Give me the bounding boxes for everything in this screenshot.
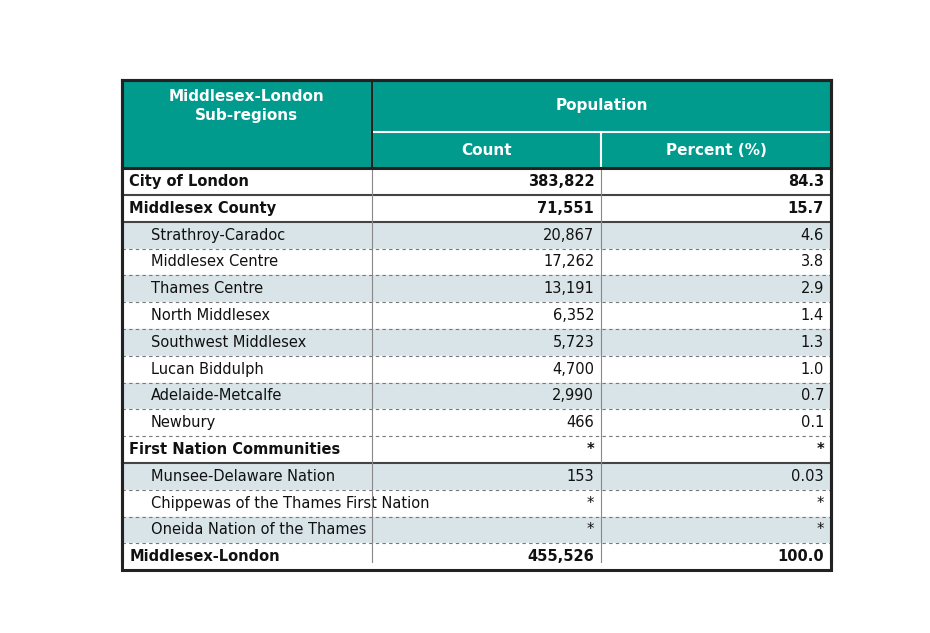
Text: First Nation Communities: First Nation Communities bbox=[129, 442, 340, 457]
Text: Chippewas of the Thames First Nation: Chippewas of the Thames First Nation bbox=[151, 496, 430, 511]
Bar bbox=[602, 329, 831, 356]
Text: *: * bbox=[817, 522, 824, 537]
Text: City of London: City of London bbox=[129, 174, 249, 189]
Bar bbox=[372, 302, 602, 329]
Text: 71,551: 71,551 bbox=[538, 201, 594, 216]
Text: 1.0: 1.0 bbox=[801, 361, 824, 377]
Text: Count: Count bbox=[461, 142, 512, 158]
Bar bbox=[122, 222, 372, 249]
Text: Newbury: Newbury bbox=[151, 415, 216, 430]
Bar bbox=[122, 80, 372, 132]
Text: 4.6: 4.6 bbox=[801, 228, 824, 242]
Bar bbox=[602, 410, 831, 436]
Text: 383,822: 383,822 bbox=[527, 174, 594, 189]
Text: 3.8: 3.8 bbox=[801, 254, 824, 270]
Bar bbox=[602, 168, 831, 195]
Bar bbox=[372, 132, 602, 168]
Text: 20,867: 20,867 bbox=[543, 228, 594, 242]
Text: 1.3: 1.3 bbox=[801, 335, 824, 350]
Bar bbox=[372, 249, 602, 275]
Bar bbox=[602, 490, 831, 517]
Text: 0.03: 0.03 bbox=[791, 469, 824, 484]
Bar bbox=[122, 543, 372, 570]
Text: 5,723: 5,723 bbox=[552, 335, 594, 350]
Text: Adelaide-Metcalfe: Adelaide-Metcalfe bbox=[151, 389, 282, 403]
Text: 6,352: 6,352 bbox=[552, 308, 594, 323]
Text: 17,262: 17,262 bbox=[543, 254, 594, 270]
Text: Lucan Biddulph: Lucan Biddulph bbox=[151, 361, 263, 377]
Text: Southwest Middlesex: Southwest Middlesex bbox=[151, 335, 306, 350]
Text: 13,191: 13,191 bbox=[543, 281, 594, 296]
Bar bbox=[372, 382, 602, 410]
Text: Middlesex County: Middlesex County bbox=[129, 201, 276, 216]
Text: 2,990: 2,990 bbox=[552, 389, 594, 403]
Bar bbox=[602, 382, 831, 410]
Bar bbox=[372, 329, 602, 356]
Bar bbox=[602, 275, 831, 302]
Text: Middlesex Centre: Middlesex Centre bbox=[151, 254, 278, 270]
Bar bbox=[122, 517, 372, 543]
Text: North Middlesex: North Middlesex bbox=[151, 308, 270, 323]
Bar bbox=[372, 543, 602, 570]
Text: *: * bbox=[587, 496, 594, 511]
Text: 84.3: 84.3 bbox=[788, 174, 824, 189]
Text: 0.7: 0.7 bbox=[801, 389, 824, 403]
Bar bbox=[372, 463, 602, 490]
Bar bbox=[602, 543, 831, 570]
Bar bbox=[602, 249, 831, 275]
Text: *: * bbox=[817, 496, 824, 511]
Text: *: * bbox=[817, 442, 824, 457]
Text: *: * bbox=[587, 522, 594, 537]
Bar bbox=[602, 302, 831, 329]
Bar bbox=[122, 168, 372, 195]
Text: Population: Population bbox=[555, 99, 647, 113]
Text: *: * bbox=[587, 442, 594, 457]
Bar bbox=[372, 168, 602, 195]
Text: 2.9: 2.9 bbox=[801, 281, 824, 296]
Text: Percent (%): Percent (%) bbox=[666, 142, 766, 158]
Text: 455,526: 455,526 bbox=[527, 549, 594, 564]
Text: 1.4: 1.4 bbox=[801, 308, 824, 323]
Bar bbox=[372, 436, 602, 463]
Text: 466: 466 bbox=[566, 415, 594, 430]
Bar bbox=[122, 382, 372, 410]
Bar bbox=[602, 195, 831, 222]
Bar bbox=[602, 436, 831, 463]
Bar bbox=[122, 356, 372, 382]
Text: 15.7: 15.7 bbox=[788, 201, 824, 216]
Text: 153: 153 bbox=[566, 469, 594, 484]
Bar bbox=[372, 80, 831, 132]
Bar bbox=[122, 195, 372, 222]
Bar bbox=[122, 329, 372, 356]
Bar bbox=[122, 249, 372, 275]
Text: Middlesex-London
Sub-regions: Middlesex-London Sub-regions bbox=[169, 89, 325, 123]
Text: 100.0: 100.0 bbox=[777, 549, 824, 564]
Bar bbox=[602, 132, 831, 168]
Bar bbox=[372, 356, 602, 382]
Bar bbox=[372, 517, 602, 543]
Text: 0.1: 0.1 bbox=[801, 415, 824, 430]
Text: Thames Centre: Thames Centre bbox=[151, 281, 263, 296]
Bar bbox=[372, 275, 602, 302]
Text: Strathroy-Caradoc: Strathroy-Caradoc bbox=[151, 228, 286, 242]
Bar bbox=[372, 195, 602, 222]
Bar bbox=[602, 356, 831, 382]
Bar bbox=[122, 436, 372, 463]
Bar bbox=[122, 463, 372, 490]
Bar bbox=[122, 302, 372, 329]
Bar bbox=[602, 463, 831, 490]
Text: 4,700: 4,700 bbox=[552, 361, 594, 377]
Bar bbox=[122, 410, 372, 436]
Bar bbox=[122, 275, 372, 302]
Bar bbox=[372, 490, 602, 517]
Bar bbox=[122, 490, 372, 517]
Text: Oneida Nation of the Thames: Oneida Nation of the Thames bbox=[151, 522, 366, 537]
Text: Munsee-Delaware Nation: Munsee-Delaware Nation bbox=[151, 469, 335, 484]
Bar bbox=[372, 222, 602, 249]
Bar bbox=[122, 132, 372, 168]
Bar bbox=[372, 410, 602, 436]
Bar bbox=[602, 517, 831, 543]
Bar bbox=[602, 222, 831, 249]
Text: Middlesex-London: Middlesex-London bbox=[129, 549, 280, 564]
